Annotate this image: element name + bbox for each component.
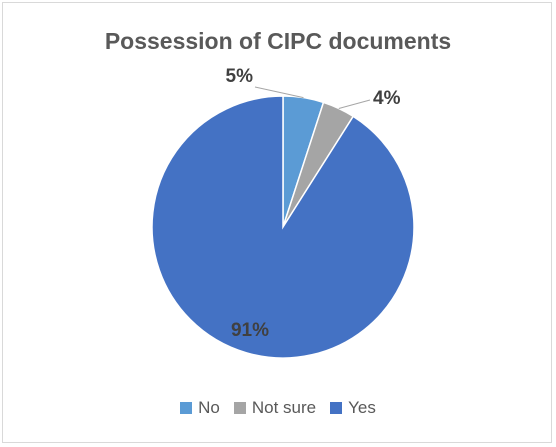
legend-label-yes: Yes: [348, 398, 376, 417]
legend-item-no: No: [180, 398, 220, 418]
data-label-yes: 91%: [231, 320, 269, 341]
legend-swatch-no: [180, 402, 193, 414]
data-label-not-sure: 4%: [373, 88, 401, 109]
legend-swatch-yes: [330, 402, 343, 414]
legend-item-not-sure: Not sure: [233, 398, 317, 418]
data-label-no: 5%: [226, 66, 254, 87]
legend-item-yes: Yes: [330, 398, 376, 418]
leader-line-no: [254, 86, 304, 99]
legend: No Not sure Yes: [0, 398, 556, 418]
leader-line-not-sure: [338, 99, 371, 109]
pie-slice-yes: [151, 95, 415, 359]
chart-title: Possession of CIPC documents: [104, 28, 452, 54]
legend-label-not-sure: Not sure: [251, 398, 317, 417]
legend-swatch-not-sure: [233, 402, 246, 414]
legend-label-no: No: [198, 398, 220, 417]
